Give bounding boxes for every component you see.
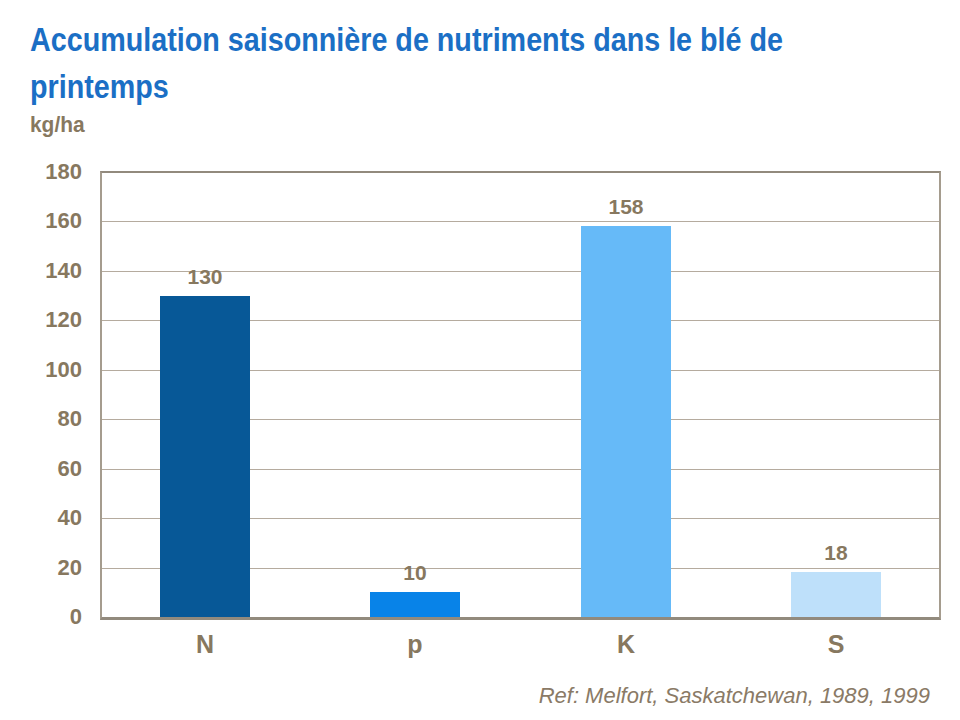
y-tick-label-60: 60	[0, 456, 82, 482]
chart-title: Accumulation saisonnière de nutriments d…	[30, 16, 783, 110]
bar-value-label-K: 158	[556, 195, 696, 219]
category-label-S: S	[766, 630, 906, 659]
slide-canvas: Accumulation saisonnière de nutriments d…	[0, 0, 960, 720]
y-tick-label-180: 180	[0, 159, 82, 185]
category-label-K: K	[556, 630, 696, 659]
y-tick-label-40: 40	[0, 505, 82, 531]
reference-text: Ref: Melfort, Saskatchewan, 1989, 1999	[539, 683, 930, 709]
y-tick-label-20: 20	[0, 555, 82, 581]
category-label-p: p	[345, 630, 485, 659]
bar-S	[791, 572, 881, 617]
chart-title-line2: printemps	[30, 68, 169, 105]
bar-p	[370, 592, 460, 617]
y-tick-label-140: 140	[0, 258, 82, 284]
chart-title-line1: Accumulation saisonnière de nutriments d…	[30, 21, 783, 58]
bar-value-label-p: 10	[345, 561, 485, 585]
bar-K	[581, 226, 671, 617]
y-tick-label-100: 100	[0, 357, 82, 383]
bar-value-label-N: 130	[135, 265, 275, 289]
y-tick-label-160: 160	[0, 208, 82, 234]
y-axis-unit-label: kg/ha	[30, 112, 85, 138]
y-tick-label-0: 0	[0, 604, 82, 630]
y-tick-label-80: 80	[0, 406, 82, 432]
bar-N	[160, 296, 250, 617]
bar-value-label-S: 18	[766, 541, 906, 565]
y-tick-label-120: 120	[0, 307, 82, 333]
category-label-N: N	[135, 630, 275, 659]
